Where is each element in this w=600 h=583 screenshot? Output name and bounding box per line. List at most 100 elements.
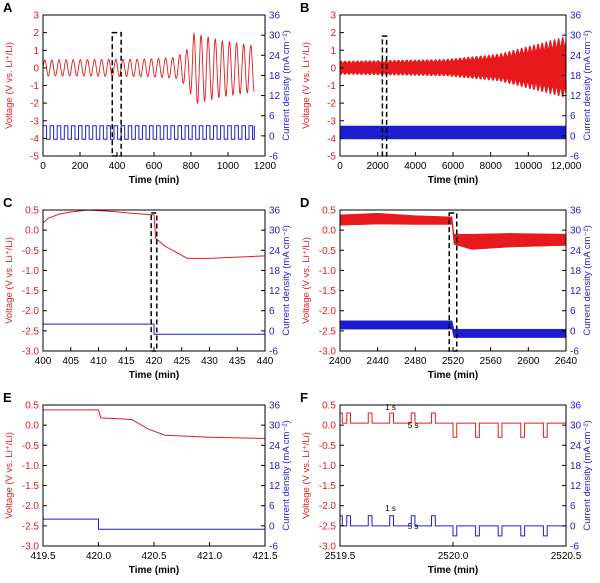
y-left-tick-label: -0.5	[319, 441, 337, 452]
y-left-tick-label: -1.5	[22, 481, 40, 492]
y-left-tick-label: -1	[30, 81, 39, 92]
panel-label: E	[3, 390, 12, 405]
y-right-axis-title: Current density (mA cm⁻²)	[281, 225, 292, 336]
x-tick-label: 2560	[480, 356, 503, 367]
x-tick-label: 430	[201, 356, 218, 367]
highlight-box	[448, 212, 458, 352]
y-right-tick-label: 12	[570, 286, 582, 297]
y-right-tick-label: 36	[269, 11, 281, 22]
y-left-tick-label: -1.0	[22, 461, 40, 472]
plot-area	[340, 412, 566, 537]
panel-c: C 400 405 410 415 420 425 430 435 440 Time (min) -3…	[3, 195, 292, 381]
y-left-tick-label: -3.0	[319, 542, 337, 553]
panel-label: F	[300, 390, 308, 405]
x-tick-label: 8000	[480, 161, 503, 172]
x-tick-label: 421.0	[197, 551, 222, 562]
y-right-tick-label: 30	[269, 421, 281, 432]
plot-area	[340, 212, 566, 338]
x-tick-label: 600	[146, 161, 163, 172]
y-right-axis-title: Current density (mA cm⁻²)	[582, 225, 593, 336]
y-left-tick-label: 0	[33, 63, 39, 74]
panel-label: C	[3, 195, 13, 210]
y-right-tick-label: 0	[269, 131, 275, 142]
y-left-tick-label: 3	[33, 11, 39, 22]
x-tick-label: 10000	[514, 161, 542, 172]
y-left-tick-label: 0.0	[322, 421, 336, 432]
y-left-tick-label: -1.0	[319, 461, 337, 472]
plot-area	[43, 409, 265, 530]
y-left-tick-label: -1.5	[319, 286, 337, 297]
x-tick-label: 2000	[367, 161, 390, 172]
y-right-tick-label: 6	[269, 501, 275, 512]
x-tick-label: 405	[62, 356, 79, 367]
y-right-tick-label: -6	[570, 152, 579, 163]
y-right-tick-label: 30	[570, 421, 582, 432]
x-axis-title: Time (min)	[428, 370, 478, 381]
y-right-axis-title: Current density (mA cm⁻²)	[582, 30, 593, 141]
y-left-tick-label: -2.5	[22, 521, 40, 532]
y-right-tick-label: 0	[570, 521, 576, 532]
panel-label: B	[300, 0, 309, 15]
y-right-tick-label: 30	[269, 226, 281, 237]
y-left-tick-label: -0.5	[319, 246, 337, 257]
y-right-tick-label: 12	[570, 481, 582, 492]
y-right-tick-label: 12	[570, 91, 582, 102]
x-tick-label: 200	[72, 161, 89, 172]
y-left-axis-title: Voltage (V vs. Li⁺/Li)	[301, 237, 312, 324]
y-right-tick-label: 12	[269, 286, 281, 297]
y-right-tick-label: 30	[570, 31, 582, 42]
y-left-axis-title: Voltage (V vs. Li⁺/Li)	[301, 42, 312, 129]
x-tick-label: 2520.0	[438, 551, 469, 562]
current-band	[340, 125, 566, 140]
panel-label: A	[3, 0, 13, 15]
y-left-axis-title: Voltage (V vs. Li⁺/Li)	[4, 237, 15, 324]
x-tick-label: 2480	[404, 356, 427, 367]
x-tick-label: 2600	[517, 356, 540, 367]
y-left-tick-label: -1.5	[22, 286, 40, 297]
y-right-tick-label: 18	[570, 461, 582, 472]
x-tick-label: 420	[146, 356, 163, 367]
annotation-label: 1 s	[385, 403, 396, 412]
y-left-tick-label: -2	[30, 99, 39, 110]
y-right-tick-label: -6	[269, 347, 278, 358]
x-tick-label: 2440	[367, 356, 390, 367]
y-right-tick-label: -6	[269, 152, 278, 163]
y-right-tick-label: 0	[269, 521, 275, 532]
voltage-line	[43, 210, 265, 259]
x-tick-label: 1200	[254, 161, 277, 172]
x-tick-label: 2400	[329, 356, 352, 367]
y-left-tick-label: -5	[30, 152, 39, 163]
y-right-tick-label: 0	[269, 326, 275, 337]
y-right-tick-label: 36	[570, 401, 582, 412]
current-line	[43, 125, 255, 140]
y-left-axis-title: Voltage (V vs. Li⁺/Li)	[4, 432, 15, 519]
x-tick-label: 2519.5	[325, 551, 356, 562]
x-tick-label: 1000	[217, 161, 240, 172]
panel-b: B 0 2000 4000 6000 8000 10000 12,000 Time (min) -…	[300, 0, 593, 186]
current-line	[43, 518, 265, 530]
x-tick-label: 435	[229, 356, 246, 367]
y-right-tick-label: 6	[269, 306, 275, 317]
y-right-tick-label: 30	[570, 226, 582, 237]
y-right-tick-label: 12	[269, 91, 281, 102]
x-tick-label: 0	[40, 161, 46, 172]
y-left-tick-label: -3	[30, 116, 39, 127]
y-right-tick-label: 0	[570, 131, 576, 142]
y-left-tick-label: -2.0	[22, 306, 40, 317]
y-right-tick-label: 24	[269, 51, 281, 62]
y-left-tick-label: -2.5	[319, 521, 337, 532]
y-right-tick-label: 36	[570, 11, 582, 22]
x-tick-label: 400	[35, 356, 52, 367]
x-axis-title: Time (min)	[129, 565, 179, 576]
plot-area	[43, 31, 255, 140]
y-right-tick-label: 18	[570, 266, 582, 277]
x-tick-label: 420.0	[86, 551, 111, 562]
y-right-tick-label: 12	[269, 481, 281, 492]
y-left-tick-label: 0.0	[322, 226, 336, 237]
x-tick-label: 421.5	[252, 551, 277, 562]
y-right-axis-title: Current density (mA cm⁻²)	[582, 420, 593, 531]
plot-area	[43, 210, 265, 335]
y-right-tick-label: 24	[570, 441, 582, 452]
y-right-tick-label: 24	[570, 51, 582, 62]
